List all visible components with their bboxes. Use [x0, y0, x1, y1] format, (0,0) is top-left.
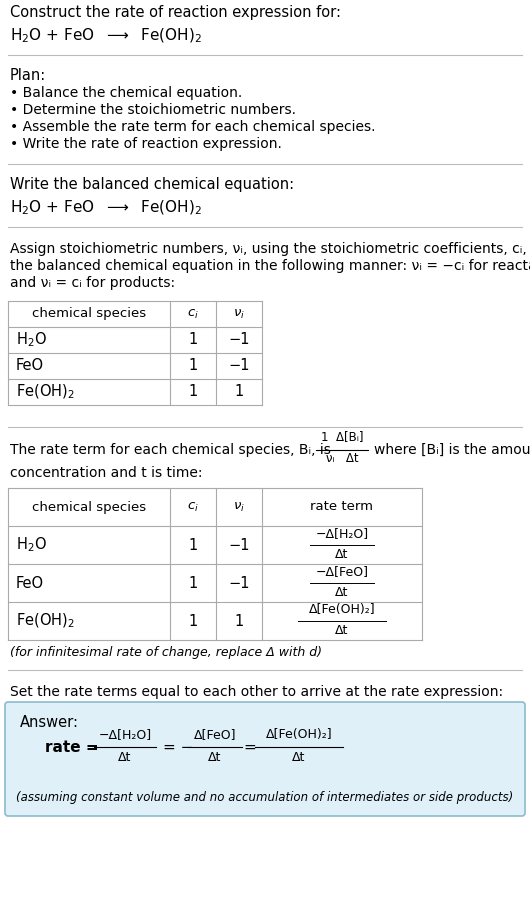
Text: 1: 1 — [188, 613, 198, 629]
Text: −1: −1 — [228, 332, 250, 348]
Text: Δ[Fe(OH)₂]: Δ[Fe(OH)₂] — [308, 603, 375, 616]
Text: Set the rate terms equal to each other to arrive at the rate expression:: Set the rate terms equal to each other t… — [10, 685, 503, 699]
Text: νᵢ   Δt: νᵢ Δt — [326, 452, 358, 465]
Text: $\nu_i$: $\nu_i$ — [233, 501, 245, 513]
Text: rate term: rate term — [311, 501, 374, 513]
Text: chemical species: chemical species — [32, 501, 146, 513]
Text: $c_i$: $c_i$ — [187, 501, 199, 513]
Text: −1: −1 — [228, 359, 250, 373]
Text: The rate term for each chemical species, Bᵢ, is: The rate term for each chemical species,… — [10, 443, 331, 457]
Text: $\mathregular{Fe(OH)_2}$: $\mathregular{Fe(OH)_2}$ — [16, 612, 75, 631]
Text: 1: 1 — [234, 385, 244, 399]
FancyBboxPatch shape — [5, 702, 525, 816]
Text: FeO: FeO — [16, 359, 44, 373]
Text: −Δ[H₂O]: −Δ[H₂O] — [315, 527, 368, 540]
Text: (for infinitesimal rate of change, replace Δ with d): (for infinitesimal rate of change, repla… — [10, 646, 322, 659]
Text: Δt: Δt — [208, 751, 222, 764]
Text: $\mathregular{Fe(OH)_2}$: $\mathregular{Fe(OH)_2}$ — [16, 383, 75, 401]
Text: Δ[FeO]: Δ[FeO] — [194, 728, 236, 741]
Text: (assuming constant volume and no accumulation of intermediates or side products): (assuming constant volume and no accumul… — [16, 791, 514, 804]
Text: 1: 1 — [188, 575, 198, 591]
Text: the balanced chemical equation in the following manner: νᵢ = −cᵢ for reactants: the balanced chemical equation in the fo… — [10, 259, 530, 273]
Text: Δ[Fe(OH)₂]: Δ[Fe(OH)₂] — [266, 728, 332, 741]
Text: FeO: FeO — [16, 575, 44, 591]
Text: Answer:: Answer: — [20, 715, 79, 730]
Text: Write the balanced chemical equation:: Write the balanced chemical equation: — [10, 177, 294, 192]
Text: 1: 1 — [188, 332, 198, 348]
Text: −1: −1 — [228, 538, 250, 552]
Text: where [Bᵢ] is the amount: where [Bᵢ] is the amount — [374, 443, 530, 457]
Text: 1: 1 — [188, 359, 198, 373]
Text: −1: −1 — [228, 575, 250, 591]
Text: = −: = − — [163, 740, 193, 754]
Text: −Δ[H₂O]: −Δ[H₂O] — [99, 728, 152, 741]
Text: $\mathregular{H_2O}$: $\mathregular{H_2O}$ — [16, 536, 47, 554]
Text: chemical species: chemical species — [32, 308, 146, 320]
Text: =: = — [243, 740, 256, 754]
Text: • Assemble the rate term for each chemical species.: • Assemble the rate term for each chemic… — [10, 120, 375, 134]
Text: 1  Δ[Bᵢ]: 1 Δ[Bᵢ] — [321, 430, 363, 443]
Text: Δt: Δt — [293, 751, 306, 764]
Text: $\mathregular{H_2O}$: $\mathregular{H_2O}$ — [16, 330, 47, 349]
Text: Assign stoichiometric numbers, νᵢ, using the stoichiometric coefficients, cᵢ, fr: Assign stoichiometric numbers, νᵢ, using… — [10, 242, 530, 256]
Text: Δt: Δt — [335, 548, 349, 561]
Text: Δt: Δt — [118, 751, 131, 764]
Text: $\nu_i$: $\nu_i$ — [233, 308, 245, 320]
Text: −Δ[FeO]: −Δ[FeO] — [315, 565, 368, 578]
Text: • Determine the stoichiometric numbers.: • Determine the stoichiometric numbers. — [10, 103, 296, 117]
Text: • Write the rate of reaction expression.: • Write the rate of reaction expression. — [10, 137, 282, 151]
Text: $\mathregular{H_2O}$ + FeO  $\longrightarrow$  $\mathregular{Fe(OH)_2}$: $\mathregular{H_2O}$ + FeO $\longrightar… — [10, 27, 202, 46]
Text: $\mathregular{H_2O}$ + FeO  $\longrightarrow$  $\mathregular{Fe(OH)_2}$: $\mathregular{H_2O}$ + FeO $\longrightar… — [10, 199, 202, 217]
Text: Δt: Δt — [335, 624, 349, 637]
Text: 1: 1 — [188, 538, 198, 552]
Text: Δt: Δt — [335, 586, 349, 599]
Text: 1: 1 — [234, 613, 244, 629]
Text: rate =: rate = — [45, 740, 104, 754]
Text: and νᵢ = cᵢ for products:: and νᵢ = cᵢ for products: — [10, 276, 175, 290]
Text: Construct the rate of reaction expression for:: Construct the rate of reaction expressio… — [10, 5, 341, 20]
Text: 1: 1 — [188, 385, 198, 399]
Text: • Balance the chemical equation.: • Balance the chemical equation. — [10, 86, 242, 100]
Text: $c_i$: $c_i$ — [187, 308, 199, 320]
Text: Plan:: Plan: — [10, 68, 46, 83]
Text: concentration and t is time:: concentration and t is time: — [10, 466, 202, 480]
